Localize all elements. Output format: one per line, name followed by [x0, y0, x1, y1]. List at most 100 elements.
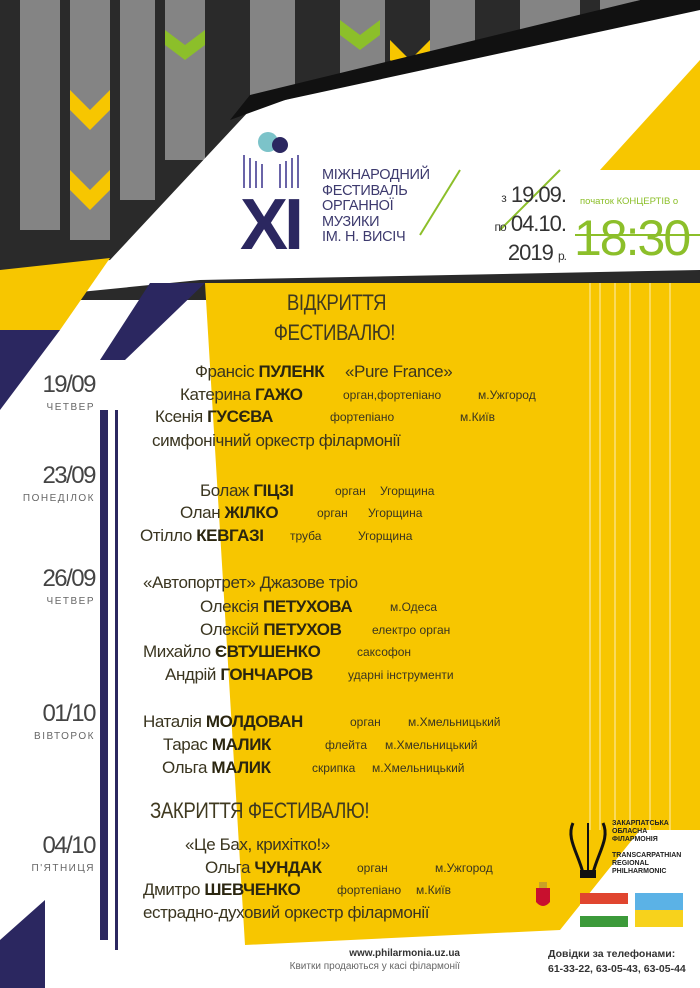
phones-label: Довідки за телефонами: [548, 948, 676, 960]
performer-role: орган [335, 484, 366, 498]
performer-line: Олан ЖІЛКО [180, 503, 279, 523]
performer-last: ЧУНДАК [254, 858, 322, 877]
festival-dates: з 19.09. по 04.10. 2019 р. [466, 182, 567, 269]
performer-first: Ксенія [155, 407, 203, 426]
performer-last: ЄВТУШЕНКО [215, 642, 321, 661]
performer-line: Ольга ЧУНДАК [205, 858, 322, 878]
opening-line: ФЕСТИВАЛЮ! [273, 320, 396, 345]
start-time: 18:30 [574, 210, 691, 266]
performer-last: КЕВГАЗІ [196, 526, 264, 545]
performer-role: електро орган [372, 623, 451, 637]
performer-first: Олан [180, 503, 221, 522]
performer-first: Наталія [143, 712, 202, 731]
performer-first: «Автопортрет» Джазове тріо [143, 573, 358, 592]
performer-city: м.Ужгород [435, 861, 493, 875]
hungary-coat-of-arms-icon [536, 882, 550, 906]
title-line: ІМ. Н. ВИСІЧ [322, 229, 406, 245]
performer-line: Андрій ГОНЧАРОВ [165, 665, 313, 685]
festival-logo-icon [240, 130, 302, 190]
performer-role: саксофон [357, 645, 412, 659]
title-line: МІЖНАРОДНИЙ [322, 167, 430, 183]
performer-first: Ольга [162, 758, 208, 777]
website-link[interactable]: www.philarmonia.uz.ua [349, 948, 460, 959]
concert-weekday: ЧЕТВЕР [46, 402, 95, 413]
performer-city: Угорщина [380, 484, 435, 498]
concert-date: 19/09 [42, 371, 96, 398]
performer-city: м.Хмельницький [385, 738, 478, 752]
performer-line: Олексій ПЕТУХОВ [200, 620, 342, 640]
performer-line: Отілло КЕВГАЗІ [140, 526, 264, 546]
performer-city: м.Одеса [390, 600, 438, 614]
performer-line: Франсіс ПУЛЕНК [195, 362, 325, 382]
performer-first: Дмитро [143, 880, 200, 899]
performer-last: ГУСЄВА [207, 407, 274, 426]
concert-weekday: ВІВТОРОК [34, 731, 95, 742]
performer-role: ударні інструменти [348, 668, 454, 682]
performer-last: МАЛИК [211, 735, 272, 754]
opening-line: ВІДКРИТТЯ [286, 290, 387, 315]
performer-city: м.Київ [416, 883, 451, 897]
hungary-flag-icon [580, 893, 628, 927]
start-label: початок КОНЦЕРТІВ о [580, 196, 679, 207]
concert-weekday: П'ЯТНИЦЯ [31, 863, 95, 874]
phones: 61-33-22, 63-05-43, 63-05-44 [548, 963, 686, 975]
philharmonic-en: REGIONAL [612, 860, 649, 867]
performer-last: ПЕТУХОВА [263, 597, 353, 616]
performer-first: Андрій [165, 665, 216, 684]
date-from-prefix: з [501, 191, 506, 205]
staff-lines [589, 283, 671, 830]
performer-last: ГІЦЗІ [253, 481, 294, 500]
performer-role: фортепіано [337, 883, 402, 897]
performer-city: м.Хмельницький [372, 761, 465, 775]
concert-date: 01/10 [42, 700, 96, 727]
performer-last: ГОНЧАРОВ [220, 665, 313, 684]
performer-last: ПУЛЕНК [258, 362, 325, 381]
title-line: ОРГАННОЇ [322, 198, 394, 214]
performer-line: Катерина ГАЖО [180, 385, 303, 405]
performer-last: ПЕТУХОВ [263, 620, 342, 639]
performer-line: «Автопортрет» Джазове тріо [143, 573, 358, 593]
tickets-info: Квитки продаються у касі філармонії [289, 961, 460, 972]
performer-role: орган [317, 506, 348, 520]
closing-title: ЗАКРИТТЯ ФЕСТИВАЛЮ! [150, 798, 370, 823]
performer-first: «Це Бах, крихітко!» [185, 835, 330, 854]
navy-stripe [100, 283, 205, 360]
festival-title: МІЖНАРОДНИЙ ФЕСТИВАЛЬ ОРГАННОЇ МУЗИКИ ІМ… [322, 167, 430, 246]
performer-line: симфонічний оркестр філармонії [152, 431, 401, 451]
performer-first: симфонічний оркестр філармонії [152, 431, 401, 450]
footer-right: Довідки за телефонами: 61-33-22, 63-05-4… [548, 948, 686, 975]
performer-last: ГАЖО [254, 385, 303, 404]
performer-role: фортепіано [330, 410, 395, 424]
performer-first: Михайло [143, 642, 211, 661]
performer-line: Болаж ГІЦЗІ [200, 481, 294, 501]
philharmonic-ua: ОБЛАСНА [612, 828, 648, 835]
performer-first: Олексія [200, 597, 259, 616]
performer-line: Наталія МОЛДОВАН [143, 712, 303, 732]
performer-role: орган,фортепіано [343, 388, 442, 402]
performer-first: естрадно-духовий оркестр філармонії [143, 903, 430, 922]
yellow-panel [205, 283, 700, 945]
concert-weekday: ПОНЕДІЛОК [22, 493, 95, 504]
ukraine-flag-icon [635, 893, 683, 927]
performer-role: скрипка [312, 761, 356, 775]
performer-first: Франсіс [195, 362, 255, 381]
performer-first: Болаж [200, 481, 249, 500]
green-chevrons [165, 20, 380, 60]
philharmonic-ua: ЗАКАРПАТСЬКА [612, 820, 669, 827]
title-line: МУЗИКИ [322, 213, 380, 230]
performer-first: Олексій [200, 620, 260, 639]
concert-weekday: ЧЕТВЕР [46, 596, 95, 607]
footer-left: www.philarmonia.uz.ua Квитки продаються … [250, 948, 460, 972]
performer-last: МОЛДОВАН [205, 712, 303, 731]
philharmonic-en: PHILHARMONIC [612, 868, 667, 875]
performer-role: флейта [325, 738, 368, 752]
lyre-icon [569, 822, 607, 878]
performer-line: Михайло ЄВТУШЕНКО [143, 642, 321, 662]
concert-date: 26/09 [42, 565, 96, 592]
performer-line: Ксенія ГУСЄВА [155, 407, 273, 427]
yellow-left-wedge [0, 258, 110, 330]
title-line: ФЕСТИВАЛЬ [322, 182, 408, 199]
performer-last: ЖІЛКО [224, 503, 279, 522]
performer-last: МАЛИК [211, 758, 271, 777]
performer-city: м.Ужгород [478, 388, 536, 402]
